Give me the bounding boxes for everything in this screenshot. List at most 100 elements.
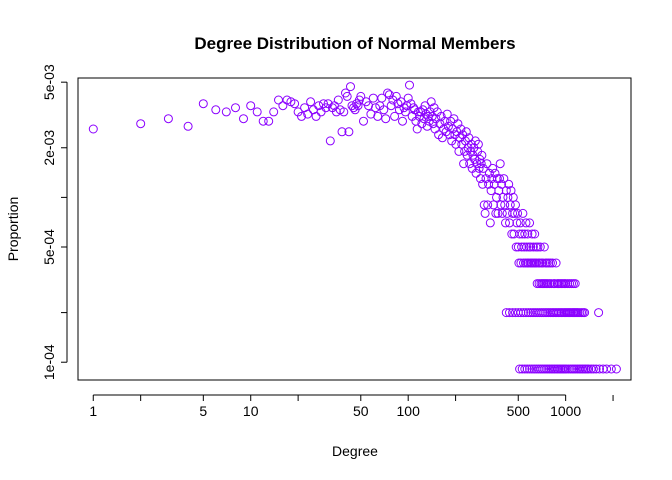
data-point [501, 218, 510, 228]
data-point [523, 229, 533, 239]
data-point [339, 107, 349, 117]
data-point [551, 258, 561, 268]
data-point [325, 136, 335, 146]
data-point [484, 168, 494, 178]
data-point [501, 308, 511, 318]
data-point [505, 200, 515, 210]
data-point [426, 97, 436, 107]
data-point [471, 168, 481, 178]
data-point [517, 364, 527, 374]
data-point [269, 107, 279, 117]
data-point [333, 95, 343, 105]
data-point [163, 114, 173, 124]
data-point [398, 116, 407, 126]
data-point [470, 154, 480, 164]
chart-title: Degree Distribution of Normal Members [194, 34, 515, 53]
data-point [364, 101, 373, 111]
y-tick-label: 1e-04 [41, 344, 57, 380]
data-point [461, 127, 471, 137]
y-axis-label: Proportion [5, 197, 21, 262]
data-point [293, 107, 303, 117]
data-point [356, 91, 366, 101]
data-point [373, 111, 383, 121]
y-tick-label: 2e-03 [41, 130, 57, 166]
data-point [474, 163, 484, 173]
data-point [379, 105, 389, 115]
data-point [368, 93, 378, 103]
data-point [513, 208, 523, 218]
data-point [519, 308, 528, 318]
data-point [533, 242, 543, 252]
data-point [493, 208, 503, 218]
x-tick-label: 5 [199, 403, 207, 419]
data-point [476, 174, 485, 184]
data-point [515, 218, 525, 228]
data-point [359, 116, 368, 126]
data-point [497, 208, 507, 218]
data-point [442, 109, 452, 119]
data-point [606, 364, 616, 374]
data-point [512, 218, 522, 228]
y-tick-label: 5e-03 [41, 64, 57, 100]
data-point [311, 111, 321, 121]
data-point [377, 93, 387, 103]
plot-area-frame [77, 77, 632, 381]
data-point [88, 124, 98, 134]
data-point [492, 192, 501, 202]
data-point [535, 242, 545, 252]
x-tick-label: 1000 [550, 403, 581, 419]
data-point [489, 200, 498, 210]
data-point [400, 107, 410, 117]
data-point [521, 308, 531, 318]
data-point [390, 111, 400, 121]
data-point [501, 186, 511, 196]
data-point [430, 124, 440, 134]
data-point [588, 364, 598, 374]
data-point [520, 364, 530, 374]
y-tick-label: 5e-04 [41, 229, 57, 265]
data-point [231, 103, 240, 113]
x-axis: 1 5 10 50 100 500 1000 [89, 394, 614, 419]
data-point [527, 229, 537, 239]
x-tick-label: 50 [353, 403, 369, 419]
data-point [525, 364, 535, 374]
data-point [591, 364, 601, 374]
data-point [403, 93, 413, 103]
data-point [584, 364, 594, 374]
data-point [290, 99, 300, 109]
data-point [508, 192, 518, 202]
data-point [342, 91, 352, 101]
data-point [337, 127, 347, 137]
data-point [353, 101, 363, 111]
x-tick-label: 100 [397, 403, 421, 419]
y-axis: 1e-04 5e-04 2e-03 5e-03 [41, 64, 68, 380]
data-point [198, 99, 208, 109]
data-point [239, 114, 248, 124]
data-point [136, 119, 146, 129]
data-point [405, 80, 414, 90]
data-point [517, 242, 527, 252]
data-point [297, 111, 306, 121]
data-point [479, 200, 489, 210]
data-point [546, 279, 556, 289]
data-point [475, 154, 485, 164]
data-point [453, 119, 463, 129]
data-point [492, 174, 502, 184]
data-point [386, 101, 396, 111]
data-point [346, 82, 355, 92]
data-point [443, 121, 453, 131]
data-point [419, 114, 429, 124]
data-point [495, 174, 504, 184]
data-point [183, 121, 193, 131]
data-point [470, 136, 480, 146]
data-point [278, 101, 288, 111]
data-point [538, 258, 548, 268]
data-point [506, 186, 516, 196]
data-point [381, 114, 391, 124]
data-point [252, 107, 262, 117]
data-point [488, 163, 498, 173]
data-point [505, 308, 514, 318]
data-point [521, 218, 531, 228]
data-point [500, 200, 510, 210]
data-point [491, 208, 501, 218]
